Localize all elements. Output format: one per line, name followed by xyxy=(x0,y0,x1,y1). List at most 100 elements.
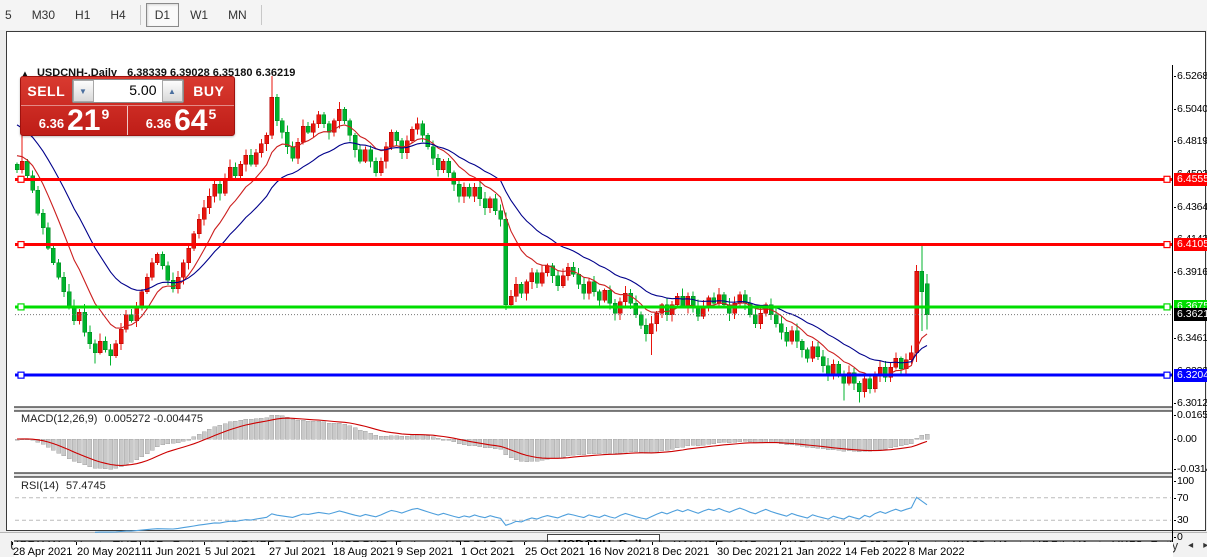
axis-tick xyxy=(1174,537,1176,538)
timeframe-button-5[interactable]: 5 xyxy=(5,8,12,22)
macd-histogram xyxy=(14,414,930,470)
timeframe-button-h1[interactable]: H1 xyxy=(75,8,91,22)
date-label: 11 Jun 2021 xyxy=(141,546,201,557)
date-label: 14 Feb 2022 xyxy=(845,546,907,557)
axis-tick xyxy=(1174,415,1176,416)
price-level-tag: 6.36219 xyxy=(1174,308,1207,322)
macd-max-label: 0.016586 xyxy=(1177,409,1207,421)
date-tick xyxy=(204,542,205,545)
axis-tick xyxy=(1174,403,1176,404)
date-label: 28 Apr 2021 xyxy=(13,546,73,557)
date-label: 5 Jul 2021 xyxy=(205,546,256,557)
date-tick xyxy=(268,542,269,545)
price-level-line[interactable] xyxy=(15,371,1172,379)
buy-price-panel[interactable]: 6.36 64 5 xyxy=(128,104,234,137)
timeframe-button-d1[interactable]: D1 xyxy=(145,3,180,27)
price-level-tag: 6.45555 xyxy=(1174,172,1207,186)
date-label: 8 Dec 2021 xyxy=(653,546,710,557)
timeframe-button-m30[interactable]: M30 xyxy=(31,8,56,22)
axis-tick xyxy=(1174,497,1176,499)
price-level-line[interactable] xyxy=(15,175,1172,183)
volume-decrease-icon[interactable]: ▼ xyxy=(72,80,94,102)
chart-window[interactable]: ▲ USDCNH-,Daily 6.38339 6.39028 6.35180 … xyxy=(6,31,1207,557)
rsi-level-label: 0 xyxy=(1177,531,1183,543)
rsi-level-label: 30 xyxy=(1177,514,1189,527)
axis-tick xyxy=(1174,108,1176,110)
price-level-tag: 6.41052 xyxy=(1174,238,1207,252)
buy-price-prefix: 6.36 xyxy=(145,116,172,131)
axis-tick xyxy=(1174,76,1176,77)
price-tick-label: 6.50405 xyxy=(1177,102,1207,115)
tabs-scroll-left-icon[interactable]: ◂ xyxy=(1188,540,1194,551)
toolbar-separator xyxy=(139,5,141,25)
date-tick xyxy=(332,542,333,545)
chart-canvas[interactable] xyxy=(14,65,1173,542)
date-tick xyxy=(396,542,397,545)
sell-price-pip: 9 xyxy=(101,106,110,122)
rsi-level-label: 100 xyxy=(1177,475,1194,487)
date-label: 16 Nov 2021 xyxy=(589,546,652,557)
axis-tick xyxy=(1174,481,1176,482)
date-tick xyxy=(588,542,589,545)
date-tick xyxy=(780,542,781,545)
date-tick xyxy=(12,542,13,545)
price-level-tag: 6.32045 xyxy=(1174,368,1207,382)
date-label: 9 Sep 2021 xyxy=(397,546,454,557)
buy-price-big: 64 xyxy=(174,104,208,137)
buy-price-pip: 5 xyxy=(208,106,217,122)
axis-tick xyxy=(1174,337,1176,339)
axis-tick xyxy=(1174,469,1176,470)
date-label: 20 May 2021 xyxy=(77,546,141,557)
sell-button[interactable]: SELL xyxy=(27,83,66,99)
axis-tick xyxy=(1174,520,1176,522)
axis-tick xyxy=(1174,206,1176,208)
price-axis[interactable]: 6.526806.504056.481956.459306.436456.414… xyxy=(1174,65,1207,557)
date-label: 30 Dec 2021 xyxy=(717,546,780,557)
sell-price-panel[interactable]: 6.36 21 9 xyxy=(21,104,128,137)
date-label: 8 Mar 2022 xyxy=(909,546,965,557)
price-level-line[interactable] xyxy=(15,240,1172,249)
volume-input[interactable]: 5.00 xyxy=(93,80,162,102)
macd-indicator-label: MACD(12,26,9) 0.005272 -0.004475 xyxy=(21,413,203,425)
date-tick xyxy=(460,542,461,545)
date-label: 1 Oct 2021 xyxy=(461,546,515,557)
timeframe-button-h4[interactable]: H4 xyxy=(110,8,126,22)
date-label: 25 Oct 2021 xyxy=(525,546,585,557)
volume-increase-icon[interactable]: ▲ xyxy=(161,80,183,102)
one-click-trading-widget: SELL ▼ 5.00 ▲ BUY 6.36 21 9 6.36 64 5 xyxy=(20,76,235,136)
collapse-triangle-icon[interactable]: ▲ xyxy=(21,69,29,78)
price-tick-label: 6.34610 xyxy=(1177,331,1207,344)
macd-zero-label: 0.00 xyxy=(1177,433,1197,446)
date-tick xyxy=(908,542,909,545)
macd-min-label: -0.031425 xyxy=(1177,463,1207,475)
price-tick-label: 6.48195 xyxy=(1177,135,1207,148)
date-label: 21 Jan 2022 xyxy=(781,546,842,557)
date-axis[interactable]: 28 Apr 2021 20 May 2021 11 Jun 2021 5 Jul 2… xyxy=(12,542,1173,557)
rsi-level-label: 70 xyxy=(1177,491,1189,504)
rsi-indicator-label: RSI(14) 57.4745 xyxy=(21,480,106,492)
price-tick-label: 6.30125 xyxy=(1177,397,1207,409)
price-tick-label: 6.52680 xyxy=(1177,70,1207,82)
timeframe-button-mn[interactable]: MN xyxy=(228,8,247,22)
date-tick xyxy=(76,542,77,545)
sell-price-big: 21 xyxy=(67,104,101,137)
date-label: 27 Jul 2021 xyxy=(269,546,326,557)
axis-tick xyxy=(1174,272,1176,273)
tabs-scroll-right-icon[interactable]: ▸ xyxy=(1203,540,1207,551)
axis-tick xyxy=(1174,439,1176,441)
axis-tick xyxy=(1174,141,1176,143)
date-tick xyxy=(524,542,525,545)
toolbar-separator xyxy=(260,5,262,25)
timeframe-toolbar: 5 M30 H1 H4 D1 W1 MN xyxy=(0,0,1207,30)
date-tick xyxy=(140,542,141,545)
price-tick-label: 6.39160 xyxy=(1177,266,1207,278)
date-tick xyxy=(716,542,717,545)
timeframe-button-w1[interactable]: W1 xyxy=(190,8,209,22)
sell-price-prefix: 6.36 xyxy=(38,116,65,131)
date-label: 18 Aug 2021 xyxy=(333,546,395,557)
date-tick xyxy=(652,542,653,545)
price-level-line[interactable] xyxy=(15,303,1172,311)
date-tick xyxy=(844,542,845,545)
buy-button[interactable]: BUY xyxy=(193,83,225,99)
